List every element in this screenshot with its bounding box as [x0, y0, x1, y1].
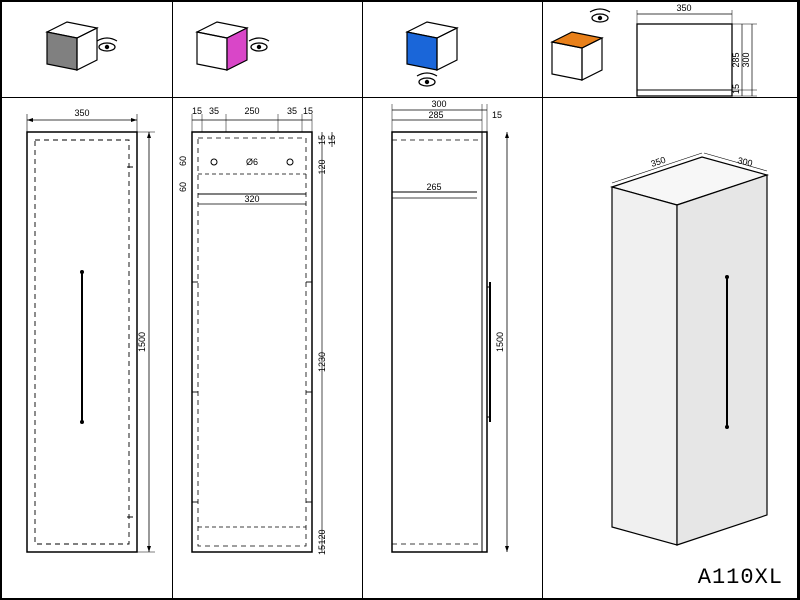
dim-back-250: 250	[244, 106, 259, 116]
panel-front: 350 1500	[2, 2, 173, 598]
dim-front-width: 350	[74, 108, 89, 118]
side-view-svg: 300 285 15 265	[362, 2, 542, 598]
panel-top-iso: 350 15 285 300	[542, 2, 798, 598]
dim-top-285: 285	[731, 52, 741, 67]
dim-back-35a: 35	[209, 106, 219, 116]
dim-hole: Ø6	[246, 157, 258, 167]
dim-top-15: 15	[731, 84, 741, 94]
indicator-cube-front	[47, 22, 117, 70]
dim-side-15: 15	[492, 110, 502, 120]
panel-side: 300 285 15 265	[362, 2, 543, 598]
dim-side-265: 265	[426, 182, 441, 192]
dim-top-350: 350	[676, 3, 691, 13]
indicator-cube-side	[407, 22, 457, 86]
indicator-cube-top	[552, 9, 610, 80]
dim-back-15a: 15	[192, 106, 202, 116]
dim-top-300: 300	[741, 52, 751, 67]
top-iso-svg: 350 15 285 300	[542, 2, 798, 598]
drawing-sheet: 350 1500	[0, 0, 800, 600]
dim-back-15b: 15	[303, 106, 313, 116]
dim-back-320: 320	[244, 194, 259, 204]
dim-front-height: 1500	[137, 332, 147, 352]
indicator-cube-back	[197, 22, 269, 70]
dim-back-60a: 60	[178, 156, 188, 166]
panel-back: 15 35 250 35 15	[172, 2, 363, 598]
dim-back-35b: 35	[287, 106, 297, 116]
iso-cabinet: 350 300	[612, 153, 767, 545]
dim-iso-350: 350	[650, 155, 667, 169]
dim-side-285: 285	[428, 110, 443, 120]
back-view-svg: 15 35 250 35 15	[172, 2, 362, 598]
model-number: A110XL	[698, 565, 783, 590]
front-view-svg: 350 1500	[2, 2, 172, 598]
dim-side-1500: 1500	[495, 332, 505, 352]
dim-side-300: 300	[431, 99, 446, 109]
dim-back-60b: 60	[178, 182, 188, 192]
